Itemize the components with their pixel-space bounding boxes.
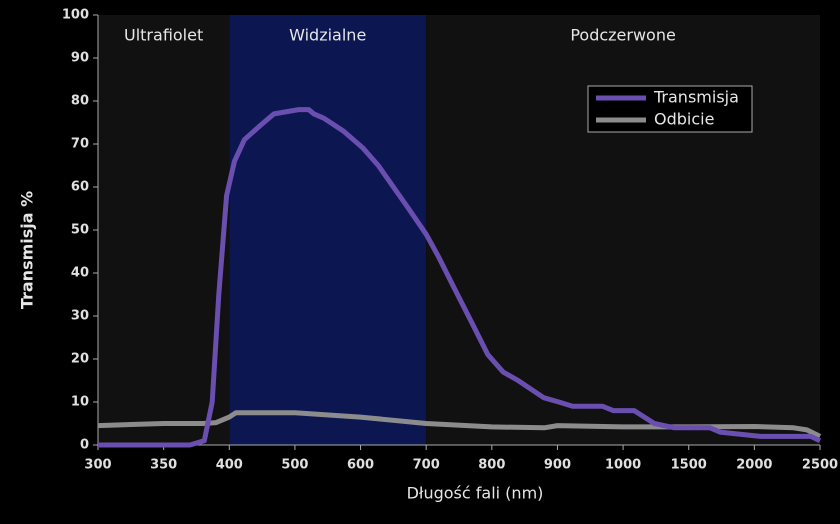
y-axis-label: Transmisja % <box>18 191 37 309</box>
x-tick-label: 500 <box>281 458 308 473</box>
region <box>229 15 427 445</box>
legend-label: Transmisja <box>653 88 739 107</box>
x-tick-label: 900 <box>544 458 571 473</box>
y-tick-label: 50 <box>71 223 89 238</box>
x-axis-label: Długość fali (nm) <box>407 484 544 503</box>
x-tick-label: 1000 <box>605 458 641 473</box>
x-tick-label: 700 <box>413 458 440 473</box>
x-tick-label: 2500 <box>802 458 838 473</box>
plot-area: Ultrafiolet Widzialne Podczerwone <box>98 15 820 445</box>
x-tick-label: 2000 <box>736 458 772 473</box>
x-tick-label: 800 <box>478 458 505 473</box>
series-line <box>97 410 822 439</box>
x-tick-label: 1500 <box>671 458 707 473</box>
y-tick-label: 10 <box>71 395 89 410</box>
x-tick-label: 600 <box>347 458 374 473</box>
y-tick-label: 60 <box>71 180 89 195</box>
y-tick-label: 80 <box>71 94 89 109</box>
region-label: Ultrafiolet <box>124 26 203 45</box>
region-label: Widzialne <box>289 26 366 45</box>
x-tick-label: 400 <box>216 458 243 473</box>
y-tick-label: 0 <box>80 438 89 453</box>
y-tick-label: 70 <box>71 137 89 152</box>
y-tick-label: 20 <box>71 352 89 367</box>
y-tick-label: 100 <box>62 8 89 23</box>
region-label: Podczerwone <box>570 26 676 45</box>
x-tick-label: 300 <box>84 458 111 473</box>
y-tick-label: 90 <box>71 51 89 66</box>
legend-label: Odbicie <box>654 110 714 129</box>
legend-box <box>587 85 753 133</box>
series-line <box>98 107 822 448</box>
y-tick-label: 40 <box>71 266 89 281</box>
x-tick-label: 350 <box>150 458 177 473</box>
y-tick-label: 30 <box>71 309 89 324</box>
region <box>98 15 230 445</box>
region <box>426 15 820 445</box>
